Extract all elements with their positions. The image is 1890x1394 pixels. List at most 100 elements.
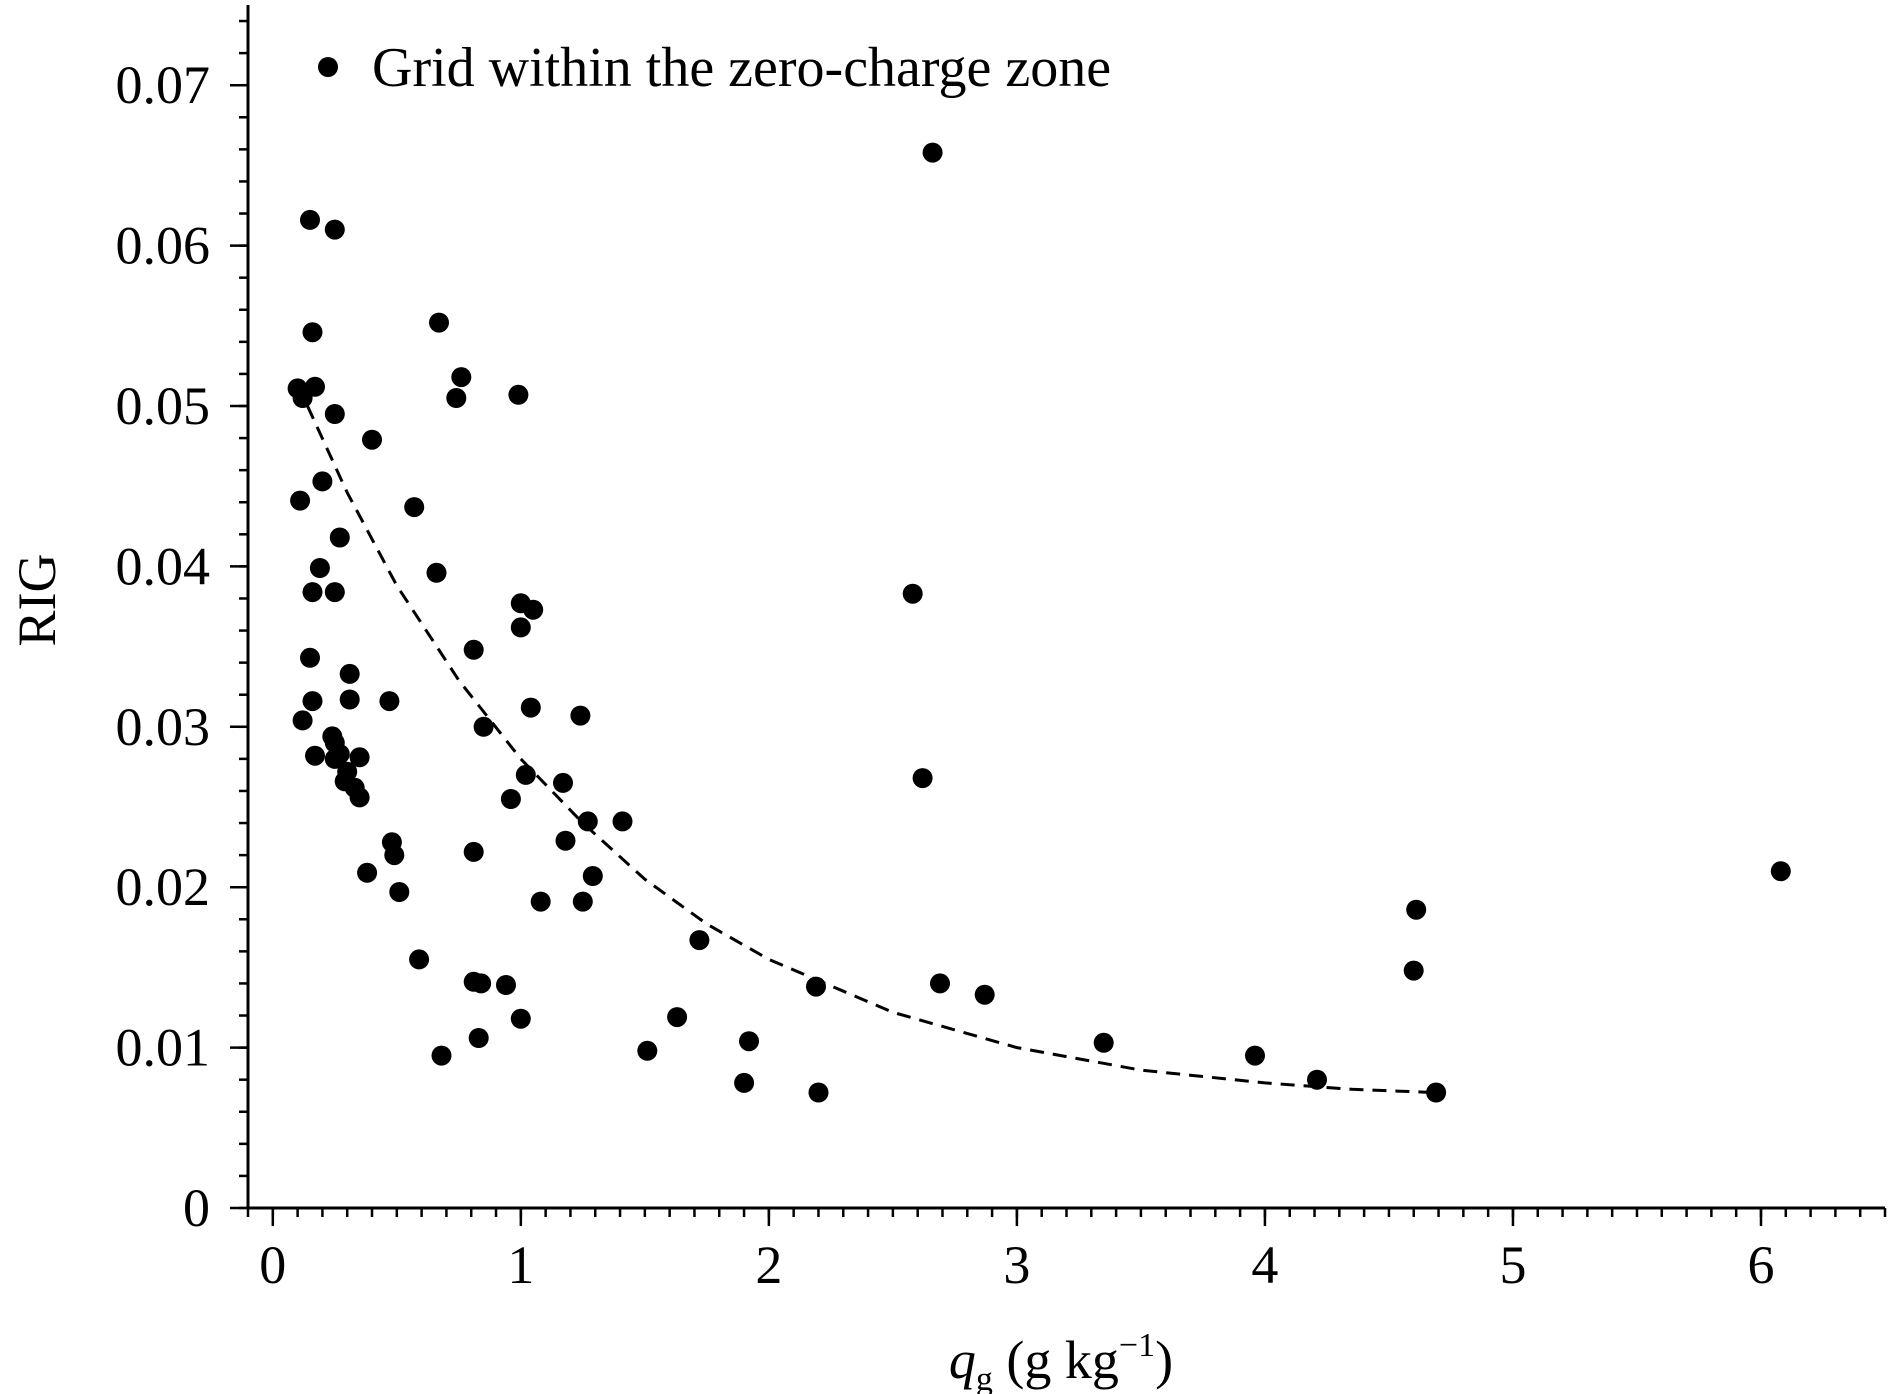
data-point	[930, 973, 950, 994]
y-tick-label: 0.04	[116, 536, 211, 596]
data-point	[510, 617, 531, 638]
x-tick-label: 1	[507, 1235, 534, 1295]
data-point	[553, 772, 573, 793]
data-point	[496, 975, 516, 995]
x-tick-label: 4	[1251, 1235, 1278, 1295]
data-point	[1770, 861, 1791, 882]
data-point	[734, 1072, 755, 1093]
data-point	[389, 882, 410, 902]
data-point	[409, 949, 430, 970]
data-point	[292, 388, 313, 408]
y-tick-label: 0.07	[116, 55, 211, 115]
data-point	[349, 787, 370, 808]
data-point	[1093, 1032, 1114, 1053]
x-tick-label: 3	[1003, 1235, 1030, 1295]
data-point	[510, 1008, 531, 1029]
data-point	[471, 973, 492, 994]
data-point	[384, 845, 405, 866]
data-point	[572, 891, 593, 912]
data-point	[523, 599, 544, 620]
x-axis-title-sup: −1	[1119, 1327, 1155, 1364]
x-axis-title-sub: g	[976, 1361, 993, 1394]
x-tick-labels: 0 1 2 3 4 5 6	[259, 1235, 1774, 1295]
data-point	[500, 789, 521, 809]
data-point	[357, 862, 378, 883]
data-point	[302, 582, 323, 603]
data-point	[324, 404, 345, 424]
y-tick-label: 0.02	[116, 857, 211, 917]
data-point	[329, 527, 350, 548]
data-point	[324, 748, 345, 769]
data-point	[974, 984, 995, 1005]
data-point	[508, 384, 529, 405]
data-point	[339, 689, 360, 710]
data-point	[309, 558, 330, 578]
y-tick-label: 0.05	[116, 376, 211, 436]
data-point	[349, 747, 370, 768]
data-point	[473, 716, 494, 737]
legend-label: Grid within the zero-charge zone	[372, 37, 1111, 99]
data-point	[515, 764, 536, 785]
data-point	[808, 1082, 829, 1103]
data-point	[431, 1045, 452, 1066]
y-tick-label: 0.03	[116, 697, 211, 757]
y-axis-title: RIG	[7, 554, 67, 647]
data-point	[1245, 1045, 1265, 1066]
data-point	[446, 388, 467, 408]
data-point	[300, 209, 320, 230]
data-point	[463, 639, 484, 660]
data-point	[582, 866, 603, 886]
data-point	[922, 142, 943, 163]
data-point	[429, 312, 449, 333]
data-point	[426, 562, 447, 583]
legend: Grid within the zero-charge zone	[318, 37, 1111, 99]
data-point	[689, 930, 710, 951]
data-points	[287, 142, 1791, 1103]
data-point	[302, 691, 323, 712]
data-point	[379, 691, 400, 712]
data-point	[530, 891, 551, 912]
data-point	[451, 367, 472, 388]
data-point	[404, 497, 425, 518]
data-point	[302, 322, 323, 343]
data-point	[324, 219, 345, 240]
data-point	[555, 830, 576, 851]
x-tick-label: 6	[1747, 1235, 1774, 1295]
data-point	[1426, 1082, 1447, 1103]
data-point	[577, 811, 598, 832]
y-tick-labels: 0 0.01 0.02 0.03 0.04 0.05 0.06 0.07	[116, 55, 211, 1238]
data-point	[292, 710, 313, 731]
x-tick-label: 5	[1499, 1235, 1526, 1295]
data-point	[312, 471, 333, 492]
major-ticks	[230, 83, 1763, 1226]
data-point	[463, 841, 484, 862]
x-tick-label: 2	[755, 1235, 782, 1295]
data-point	[324, 582, 345, 603]
data-point	[339, 663, 360, 684]
data-point	[912, 768, 933, 789]
y-tick-label: 0	[183, 1178, 210, 1238]
data-point	[290, 490, 311, 511]
data-point	[612, 811, 633, 832]
fit-curve-dashed	[306, 405, 1434, 1094]
x-tick-label: 0	[259, 1235, 286, 1295]
data-point	[667, 1007, 688, 1028]
x-axis-title-var: q	[949, 1330, 976, 1390]
x-axis-title: qg (g kg−1)	[949, 1327, 1173, 1394]
x-axis-title-unit: (g kg	[993, 1330, 1119, 1390]
data-point	[305, 745, 325, 766]
data-point	[468, 1028, 489, 1048]
data-point	[806, 976, 826, 997]
data-point	[520, 697, 541, 718]
data-point	[637, 1040, 658, 1061]
data-point	[300, 647, 320, 668]
data-point	[739, 1031, 759, 1052]
data-point	[1403, 960, 1424, 981]
data-point	[362, 429, 382, 450]
data-point	[570, 705, 591, 726]
y-tick-label: 0.01	[116, 1018, 211, 1078]
y-tick-label: 0.06	[116, 216, 211, 276]
legend-marker-dot	[318, 57, 338, 77]
data-point	[1406, 899, 1427, 920]
